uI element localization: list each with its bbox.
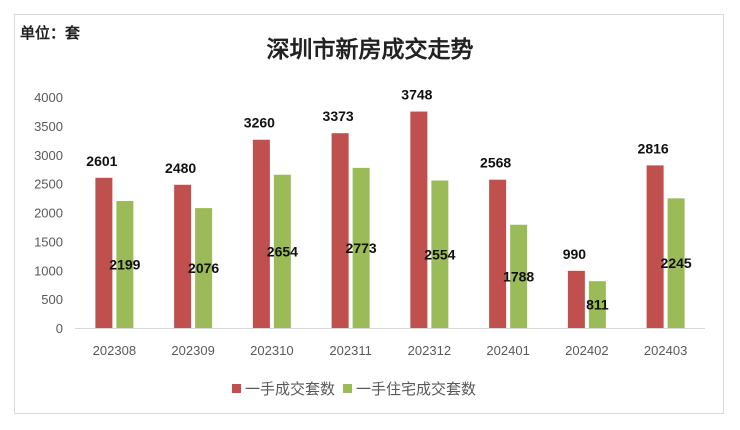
legend-label: 一手住宅成交套数 — [356, 380, 476, 398]
legend-label: 一手成交套数 — [245, 380, 335, 398]
y-tick-label: 4000 — [34, 90, 63, 105]
unit-label: 单位：套 — [20, 25, 81, 42]
chart-title: 深圳市新房成交走势 — [266, 36, 474, 63]
data-label-residential: 2199 — [109, 257, 140, 273]
data-label-total: 990 — [563, 246, 587, 262]
y-tick-label: 0 — [56, 321, 63, 336]
bar-202309-total — [174, 184, 192, 328]
y-tick-label: 500 — [41, 292, 63, 307]
data-label-total: 3748 — [401, 87, 432, 103]
data-label-residential: 1788 — [503, 268, 534, 284]
bar-202401-residential — [510, 224, 528, 328]
data-label-total: 2480 — [165, 160, 196, 176]
data-label-total: 2816 — [638, 140, 669, 156]
data-label-residential: 2245 — [661, 255, 692, 271]
data-label-residential: 2554 — [424, 246, 455, 262]
x-tick-label: 202311 — [329, 343, 371, 358]
data-label-residential: 2076 — [188, 260, 219, 276]
bar-202402-total — [567, 270, 585, 328]
bar-202310-total — [252, 139, 270, 328]
bar-202403-residential — [667, 198, 685, 328]
y-tick-label: 2500 — [34, 177, 63, 192]
y-tick-label: 1500 — [34, 234, 63, 249]
y-tick-label: 1000 — [34, 263, 63, 278]
y-tick-label: 3500 — [34, 119, 63, 134]
x-tick-label: 202401 — [486, 343, 529, 358]
y-tick-label: 3000 — [34, 148, 63, 163]
legend-swatch — [343, 384, 353, 393]
x-tick-label: 202309 — [171, 343, 214, 358]
x-tick-label: 202402 — [565, 343, 608, 358]
bar-202311-residential — [352, 167, 370, 328]
bar-202308-residential — [116, 201, 134, 328]
data-label-residential: 811 — [586, 297, 609, 313]
legend-swatch — [232, 384, 241, 393]
bar-202312-residential — [431, 180, 449, 328]
bar-202311-total — [331, 133, 349, 328]
data-label-total: 2601 — [86, 153, 117, 169]
bar-202310-residential — [273, 174, 291, 328]
bar-202401-total — [489, 179, 507, 328]
bar-202308-total — [95, 177, 113, 328]
x-tick-label: 202310 — [250, 343, 293, 358]
data-label-total: 3373 — [323, 108, 354, 124]
bar-202402-residential — [588, 281, 606, 328]
data-label-residential: 2654 — [267, 243, 298, 259]
x-tick-label: 202308 — [93, 343, 136, 358]
x-tick-label: 202403 — [644, 343, 687, 358]
y-tick-label: 2000 — [34, 206, 63, 221]
data-label-residential: 2773 — [346, 240, 377, 256]
bar-202312-total — [410, 111, 428, 328]
data-label-total: 3260 — [244, 115, 275, 131]
bar-202403-total — [646, 165, 664, 328]
data-label-total: 2568 — [480, 155, 511, 171]
bar-202309-residential — [195, 208, 213, 328]
x-tick-label: 202312 — [408, 343, 451, 358]
